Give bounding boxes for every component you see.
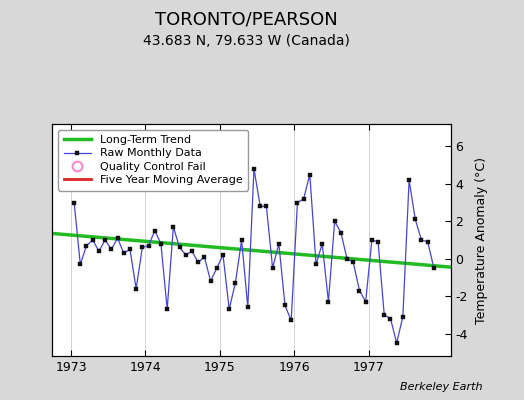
Text: TORONTO/PEARSON: TORONTO/PEARSON (155, 10, 337, 28)
Raw Monthly Data (127, 247, 133, 252)
Line: Raw Monthly Data: Raw Monthly Data (72, 167, 436, 345)
Raw Monthly Data (164, 307, 170, 312)
Raw Monthly Data (108, 247, 115, 252)
Text: 43.683 N, 79.633 W (Canada): 43.683 N, 79.633 W (Canada) (143, 34, 350, 48)
Y-axis label: Temperature Anomaly (°C): Temperature Anomaly (°C) (475, 156, 488, 324)
Raw Monthly Data (263, 204, 269, 209)
Raw Monthly Data (431, 266, 437, 270)
Raw Monthly Data (251, 166, 257, 171)
Legend: Long-Term Trend, Raw Monthly Data, Quality Control Fail, Five Year Moving Averag: Long-Term Trend, Raw Monthly Data, Quali… (58, 130, 248, 191)
Raw Monthly Data (394, 340, 400, 345)
Raw Monthly Data (83, 243, 90, 248)
Raw Monthly Data (71, 200, 77, 205)
Raw Monthly Data (337, 230, 344, 235)
Text: Berkeley Earth: Berkeley Earth (400, 382, 482, 392)
